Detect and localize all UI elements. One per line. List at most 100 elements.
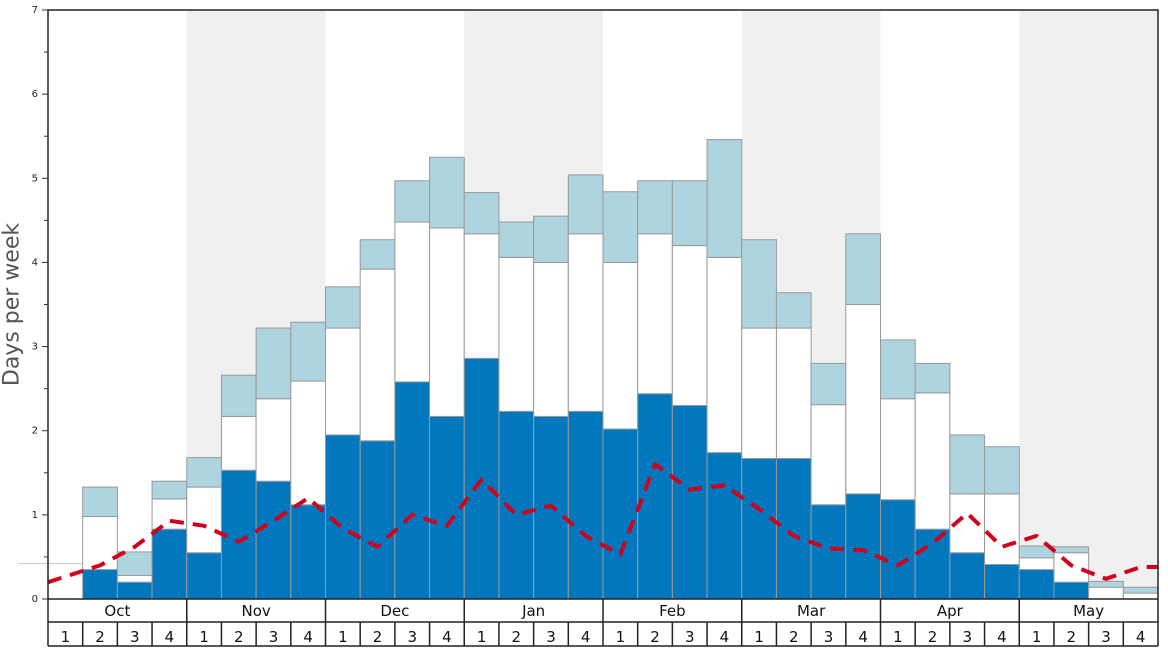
week-label: 2 [1067,628,1077,646]
bar-segment [498,256,535,412]
bar-segment [533,215,569,263]
month-label: Jan [521,602,545,620]
bar-segment [949,434,986,495]
bar-segment [810,504,847,600]
bar-segment [602,261,639,430]
bar-segment [775,457,812,600]
week-label: 2 [234,628,244,646]
bar-segment [1053,581,1090,600]
bar-segment [463,192,500,235]
bar-segment [671,404,708,600]
week-label: 4 [858,628,868,646]
bar-segment [914,362,951,394]
week-label: 2 [512,628,522,646]
bar-segment [290,504,326,600]
week-label: 4 [303,628,313,646]
week-label: 1 [199,628,209,646]
bar-segment [82,569,118,600]
y-tick-label: 7 [32,5,38,16]
bar-segment [1122,586,1159,594]
bar-segment [220,415,257,471]
week-label: 4 [581,628,591,646]
week-label: 3 [546,628,556,646]
bar-segment [186,552,222,600]
week-label: 3 [269,628,279,646]
bar-segment [567,233,604,412]
bar-segment [255,327,292,400]
month-band [1019,10,1158,599]
bar-segment [498,221,535,258]
week-label: 2 [928,628,938,646]
week-label: 1 [477,628,487,646]
month-label: Feb [659,602,686,620]
bar-segment [82,486,118,518]
bar-segment [637,393,673,600]
x-axis: Oct Nov Dec Jan Feb Mar Apr May 1 2 3 4 1 2 3 4 1 2 3 4 1 2 3 4… [47,599,1159,647]
week-label: 4 [165,628,175,646]
bar-segment [290,321,326,382]
bar-segment [429,227,465,417]
bar-segment [359,268,396,442]
bar-segment [706,256,743,454]
y-tick-label: 4 [32,257,38,268]
bar-segment [602,191,639,263]
week-label: 2 [95,628,105,646]
bar-segment [1018,569,1055,600]
bar-segment [116,581,153,600]
bar-segment [533,261,569,417]
bar-segment [151,498,188,530]
bar-segment [1088,580,1124,588]
bar-segment [671,180,708,247]
month-label: May [1073,602,1104,620]
bar-segment [116,574,153,583]
y-tick-label: 5 [32,173,38,184]
bar-segment [706,452,743,600]
bar-segment [186,486,222,554]
bar-segment [914,528,951,600]
y-axis-label: Days per week [0,222,25,387]
bar-segment [602,428,639,600]
bar-segment [775,327,812,459]
week-label: 2 [789,628,799,646]
week-label: 2 [650,628,660,646]
bar-segment [775,292,812,329]
month-label: Nov [241,602,270,620]
bar-segment [1122,592,1159,600]
trend-line-path [47,462,1158,585]
week-label: 4 [442,628,452,646]
bar-segment [151,528,188,600]
month-label: Apr [937,602,964,620]
week-label: 1 [61,628,71,646]
bar-segment [290,380,326,506]
week-label: 1 [893,628,903,646]
bar-segment [741,327,777,459]
bar-segment [186,457,222,488]
bar-segment [949,552,986,600]
bar-segment [394,221,431,383]
bar-segment [567,410,604,600]
bar-segment [984,493,1020,566]
bar-segment [706,139,743,258]
week-label: 3 [685,628,695,646]
bar-segment [880,499,916,600]
y-tick-label: 1 [32,510,38,521]
bar-segment [1088,586,1124,600]
y-tick-label: 0 [32,594,38,605]
bar-segment [567,174,604,235]
bar-segment [359,239,396,270]
bar-segment [845,304,881,495]
bar-segment [359,440,396,600]
bar-segment [463,233,500,359]
bar-segment [880,398,916,501]
bar-segment [984,446,1020,495]
bar-segment [429,156,465,229]
bar-segment [880,339,916,400]
bar-segment [325,286,361,329]
bar-segment [810,404,847,506]
bar-segment [220,374,257,417]
week-label: 4 [997,628,1007,646]
month-label: Oct [104,602,130,620]
bar-segment [741,457,777,600]
bar-segment [810,362,847,406]
